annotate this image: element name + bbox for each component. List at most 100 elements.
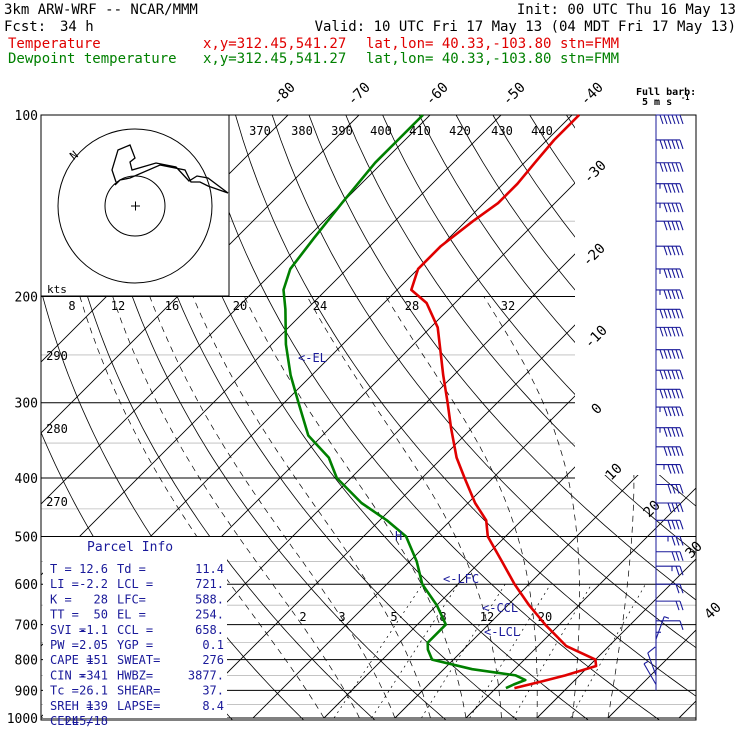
barb-flag	[675, 202, 680, 213]
temperature-profile	[410, 114, 598, 690]
isotherm-label: -60	[423, 80, 452, 109]
mixing-ratio-line	[333, 584, 423, 719]
parcel-info-cell: -1.1	[79, 623, 108, 637]
isotherm-label: -70	[345, 80, 374, 109]
barb-flag	[663, 202, 668, 213]
parcel-info-cell: CELL =	[50, 714, 93, 728]
pressure-label-800: 800	[15, 654, 38, 669]
pressure-label-500: 500	[15, 530, 38, 545]
barb-flag	[671, 370, 676, 380]
mixing-ratio-label: 12	[480, 610, 494, 624]
barb-flag	[671, 139, 676, 150]
moist-adiabat	[483, 296, 580, 719]
parcel-info-cell: 2.05	[79, 638, 108, 652]
parcel-info-cell: K =	[50, 592, 72, 606]
parcel-info-cell: TT =	[50, 608, 79, 622]
barb-flag	[675, 584, 680, 594]
barb-flag	[679, 221, 684, 231]
barb-flag	[667, 114, 672, 125]
barb-flag	[675, 114, 680, 125]
wind-barb	[656, 183, 684, 193]
barb-flag	[675, 406, 680, 417]
wind-barb	[656, 406, 684, 417]
barb-flag	[663, 183, 668, 193]
barb-flag	[667, 183, 672, 193]
barb-flag	[679, 245, 684, 256]
pressure-label-100: 100	[15, 109, 38, 124]
wind-barb	[656, 289, 684, 300]
wind-barb	[656, 519, 684, 530]
isotherm-label: -50	[500, 80, 529, 109]
parcel-info-cell: 0.1	[202, 638, 224, 652]
parcel-info-cell: SHEAR=	[117, 684, 160, 698]
dewpoint-legend: Dewpoint temperature	[8, 51, 177, 67]
barb-flag	[667, 221, 672, 231]
isotherm	[465, 487, 696, 719]
isentrope-label: 430	[491, 124, 513, 138]
mixing-ratio-label: 5	[390, 610, 397, 624]
isentrope-label: 290	[46, 349, 68, 363]
parcel-info-cell: 28	[94, 592, 108, 606]
barb-flag	[675, 600, 680, 611]
dewpoint-profile	[282, 114, 527, 690]
parcel-info-cell: 254.	[195, 608, 224, 622]
barb-flag	[675, 446, 680, 456]
parcel-info-bg	[43, 537, 227, 718]
hodograph-speed-label: 20	[233, 299, 247, 313]
dry-adiabat	[382, 115, 696, 507]
barb-half	[643, 660, 649, 665]
barb-flag	[675, 309, 680, 319]
barb-flag	[679, 162, 684, 172]
hodograph-speed-label: 28	[405, 299, 419, 313]
wind-barb	[656, 483, 684, 494]
isentrope-label: 390	[331, 124, 353, 138]
barb-flag	[675, 162, 680, 172]
dry-adiabat	[124, 115, 518, 720]
isentrope-label: 440	[531, 124, 553, 138]
wind-barb	[656, 535, 684, 546]
forecast-hour: 34 h	[60, 19, 94, 35]
barb-flag	[663, 245, 668, 256]
barb-flag	[679, 139, 684, 150]
wind-barb	[647, 646, 657, 676]
plot-frame	[40, 114, 697, 721]
hodograph-speed-label: 8	[68, 299, 75, 313]
moist-adiabat	[112, 296, 360, 719]
parcel-info-cell: 588.	[195, 592, 224, 606]
barb-flag	[659, 370, 664, 380]
barb-flag	[663, 289, 668, 300]
wind-barb	[656, 620, 684, 630]
barb-flag	[675, 536, 680, 546]
parcel-info-cell: 8.4	[202, 699, 224, 713]
parcel-info-cell: CAPE =	[50, 653, 93, 667]
barb-flag	[667, 389, 672, 399]
barb-flag	[663, 327, 668, 337]
wind-barb	[643, 660, 657, 685]
isotherm-label: 40	[702, 600, 725, 623]
barb-flag	[679, 268, 684, 279]
init-time: Init: 00 UTC Thu 16 May 13	[516, 2, 736, 18]
isotherm	[394, 416, 696, 719]
barb-flag	[679, 565, 684, 576]
moist-adiabat	[244, 296, 467, 719]
barb-flag	[675, 245, 680, 256]
parcel-info-cell: CCL =	[117, 623, 153, 637]
parcel-info-cell: PW =	[50, 638, 79, 652]
barb-flag	[671, 484, 676, 494]
wind-barb	[656, 583, 684, 594]
parcel-info-cell: -2.2	[79, 577, 108, 591]
barb-flag	[667, 520, 672, 530]
isentrope-label: 280	[46, 422, 68, 436]
barb-flag	[659, 162, 664, 172]
wind-barb	[656, 551, 684, 561]
barb-flag	[659, 114, 664, 125]
barb-flag	[663, 268, 668, 279]
isentrope-label: 370	[249, 124, 271, 138]
barb-flag	[667, 245, 672, 256]
barb-flag	[663, 139, 668, 150]
barb-key-line1: Full barb:	[636, 87, 696, 98]
hodograph-speed-label: 12	[111, 299, 125, 313]
dewpoint-station: stn=FMM	[560, 51, 620, 67]
dry-adiabat	[87, 115, 447, 720]
